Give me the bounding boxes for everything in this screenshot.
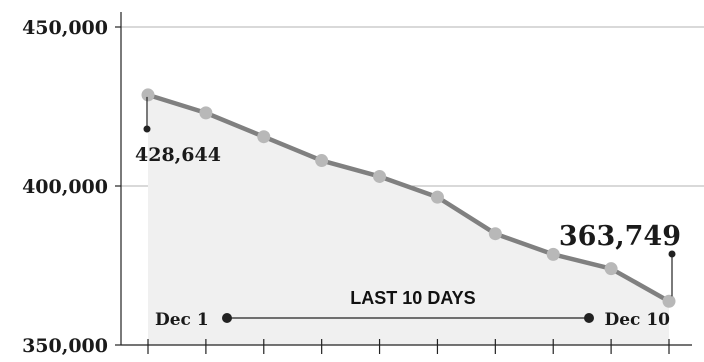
data-point (141, 88, 155, 102)
y-axis: 350,000 400,000 450,000 (22, 12, 122, 357)
data-points (141, 88, 676, 308)
area-fill (148, 94, 669, 345)
data-point (430, 190, 444, 204)
y-tick-label: 400,000 (22, 176, 108, 198)
start-date-label: Dec 1 (155, 310, 209, 330)
first-value-label: 428,644 (135, 144, 221, 166)
data-point (546, 247, 560, 261)
data-point (662, 294, 676, 308)
range-bracket-end-dot (584, 313, 594, 323)
data-point (373, 169, 387, 183)
y-tick-label: 450,000 (22, 17, 108, 39)
data-point (315, 154, 329, 168)
data-point (604, 262, 618, 276)
data-point (257, 130, 271, 144)
last-value-label: 363,749 (559, 221, 681, 252)
data-point (199, 106, 213, 120)
range-title: LAST 10 DAYS (350, 288, 475, 308)
data-point (488, 227, 502, 241)
y-tick-label: 350,000 (22, 335, 108, 357)
end-date-label: Dec 10 (605, 310, 671, 330)
range-bracket-start-dot (222, 313, 232, 323)
x-axis (121, 339, 692, 354)
series-line (147, 92, 671, 304)
annotations: 428,644 363,749 Dec 1 Dec 10 LAST 10 DAY… (135, 96, 681, 330)
last-value-dot (668, 250, 676, 258)
first-value-dot (143, 125, 151, 133)
